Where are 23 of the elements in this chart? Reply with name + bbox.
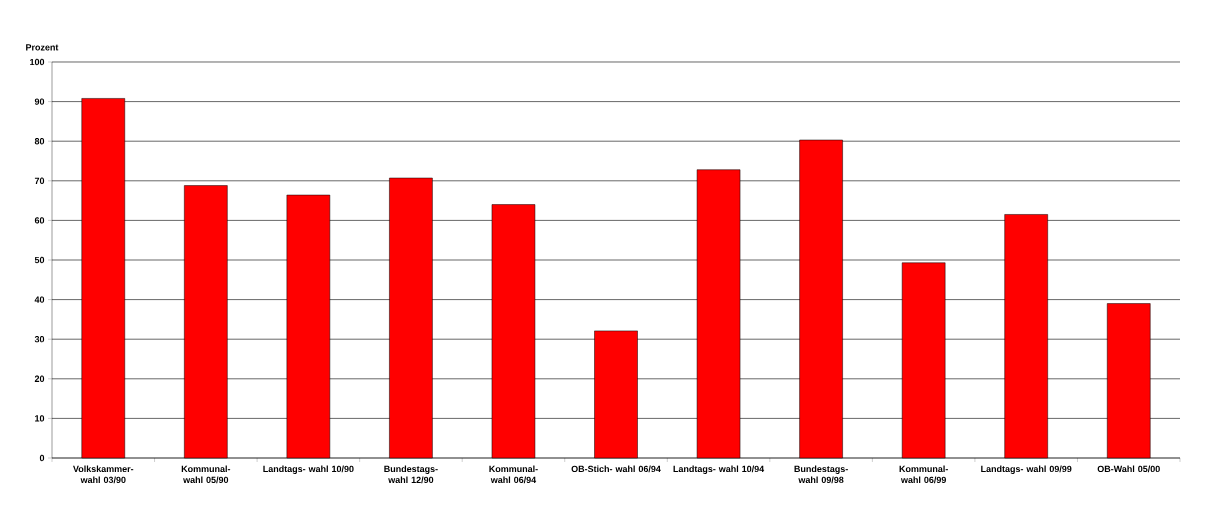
x-tick-label: Bundestags- wahl 12/90: [384, 465, 438, 484]
y-tick-label: 40: [34, 296, 45, 303]
y-tick-label: 60: [34, 217, 45, 224]
x-tick-label: Kommunal- wahl 05/90: [181, 465, 231, 484]
x-tick-label: Bundestags- wahl 09/98: [794, 465, 848, 484]
y-tick-label: 50: [34, 256, 45, 264]
y-tick-label: 0: [39, 454, 45, 462]
x-tick-label: Kommunal- wahl 06/99: [899, 465, 948, 484]
x-tick-label: OB-Wahl 05/00: [1097, 465, 1160, 473]
y-tick-label: 100: [30, 58, 45, 66]
y-tick-label: 70: [34, 177, 45, 184]
x-tick-label: Landtags- wahl 10/90: [263, 465, 354, 474]
y-tick-label: 10: [35, 415, 45, 422]
y-tick-label: 80: [34, 138, 45, 145]
x-tick-label: Landtags- wahl 10/94: [673, 465, 765, 474]
y-tick-label: 30: [34, 336, 45, 343]
x-tick-label: Kommunal- wahl 06/94: [489, 465, 538, 484]
y-tick-label: 20: [34, 375, 45, 382]
x-tick-label: OB-Stich- wahl 06/94: [571, 465, 661, 473]
y-tick-label: 90: [34, 98, 45, 105]
y-axis-title: Prozent: [26, 44, 59, 51]
x-tick-label: Landtags- wahl 09/99: [981, 465, 1072, 474]
x-tick-label: Volkskammer- wahl 03/90: [73, 465, 134, 484]
